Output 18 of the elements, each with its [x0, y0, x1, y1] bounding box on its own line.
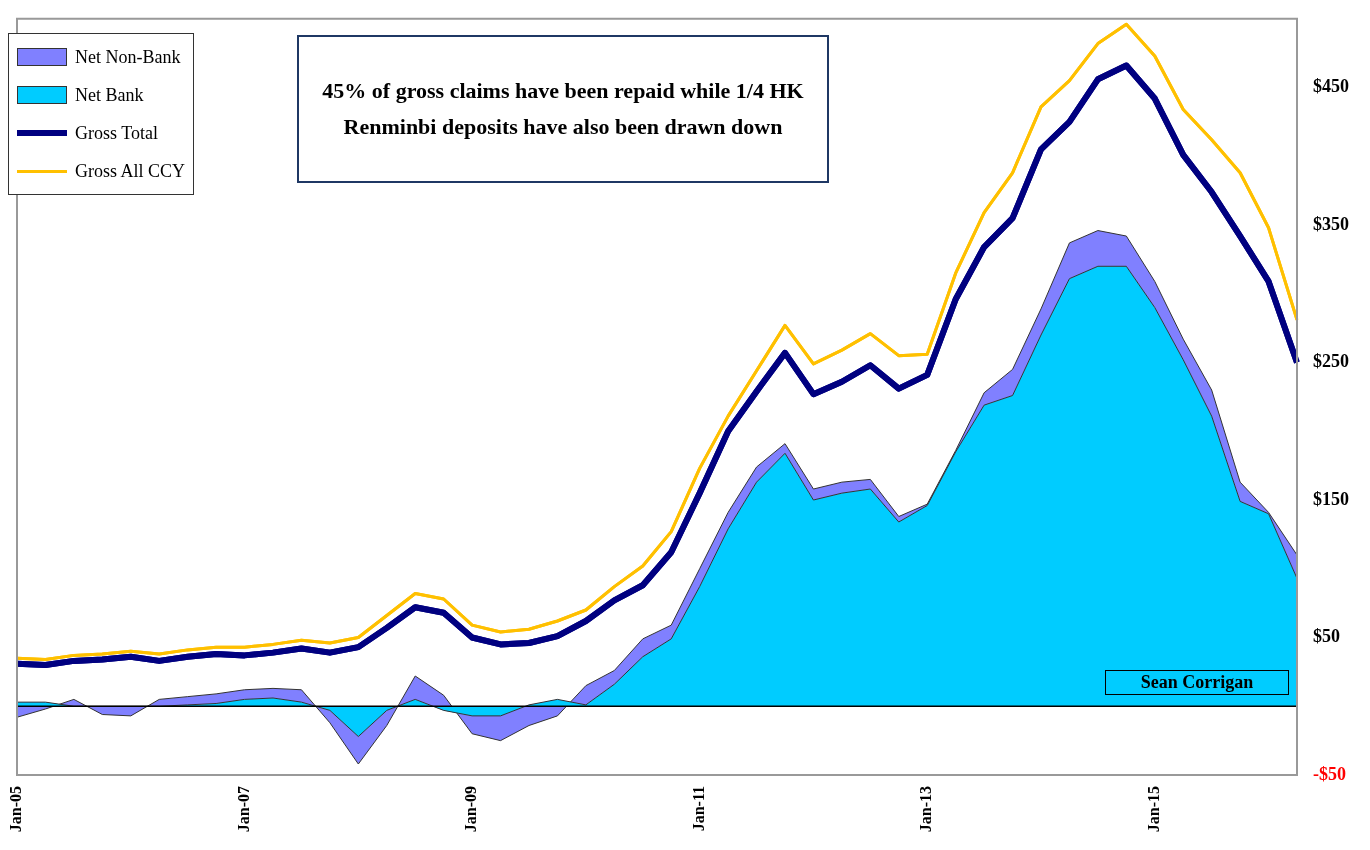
- x-tick-label: Jan-15: [1144, 786, 1162, 833]
- text-box: 45% of gross claims have been repaid while 1/4 HK Renminbi deposits have also been drawn down: [297, 35, 829, 183]
- y-tick-label: $50: [1313, 626, 1340, 647]
- legend-label: Gross All CCY: [75, 160, 186, 182]
- y-tick-label: $350: [1313, 213, 1349, 234]
- y-tick-label: -$50: [1313, 763, 1346, 784]
- y-tick-label: $250: [1313, 351, 1349, 372]
- y-tick-label: $150: [1313, 488, 1349, 509]
- x-tick-label: Jan-09: [462, 786, 480, 833]
- x-tick-label: Jan-07: [234, 786, 252, 833]
- legend-label: Net Bank: [75, 84, 144, 106]
- x-tick-label: Jan-05: [7, 786, 25, 833]
- legend-label: Net Non-Bank: [75, 46, 181, 68]
- text-box: Sean Corrigan: [1105, 670, 1289, 695]
- x-tick-label: Jan-13: [917, 786, 935, 833]
- y-tick-label: $450: [1313, 76, 1349, 97]
- x-tick-label: Jan-11: [689, 786, 707, 832]
- legend-label: Gross Total: [75, 122, 158, 144]
